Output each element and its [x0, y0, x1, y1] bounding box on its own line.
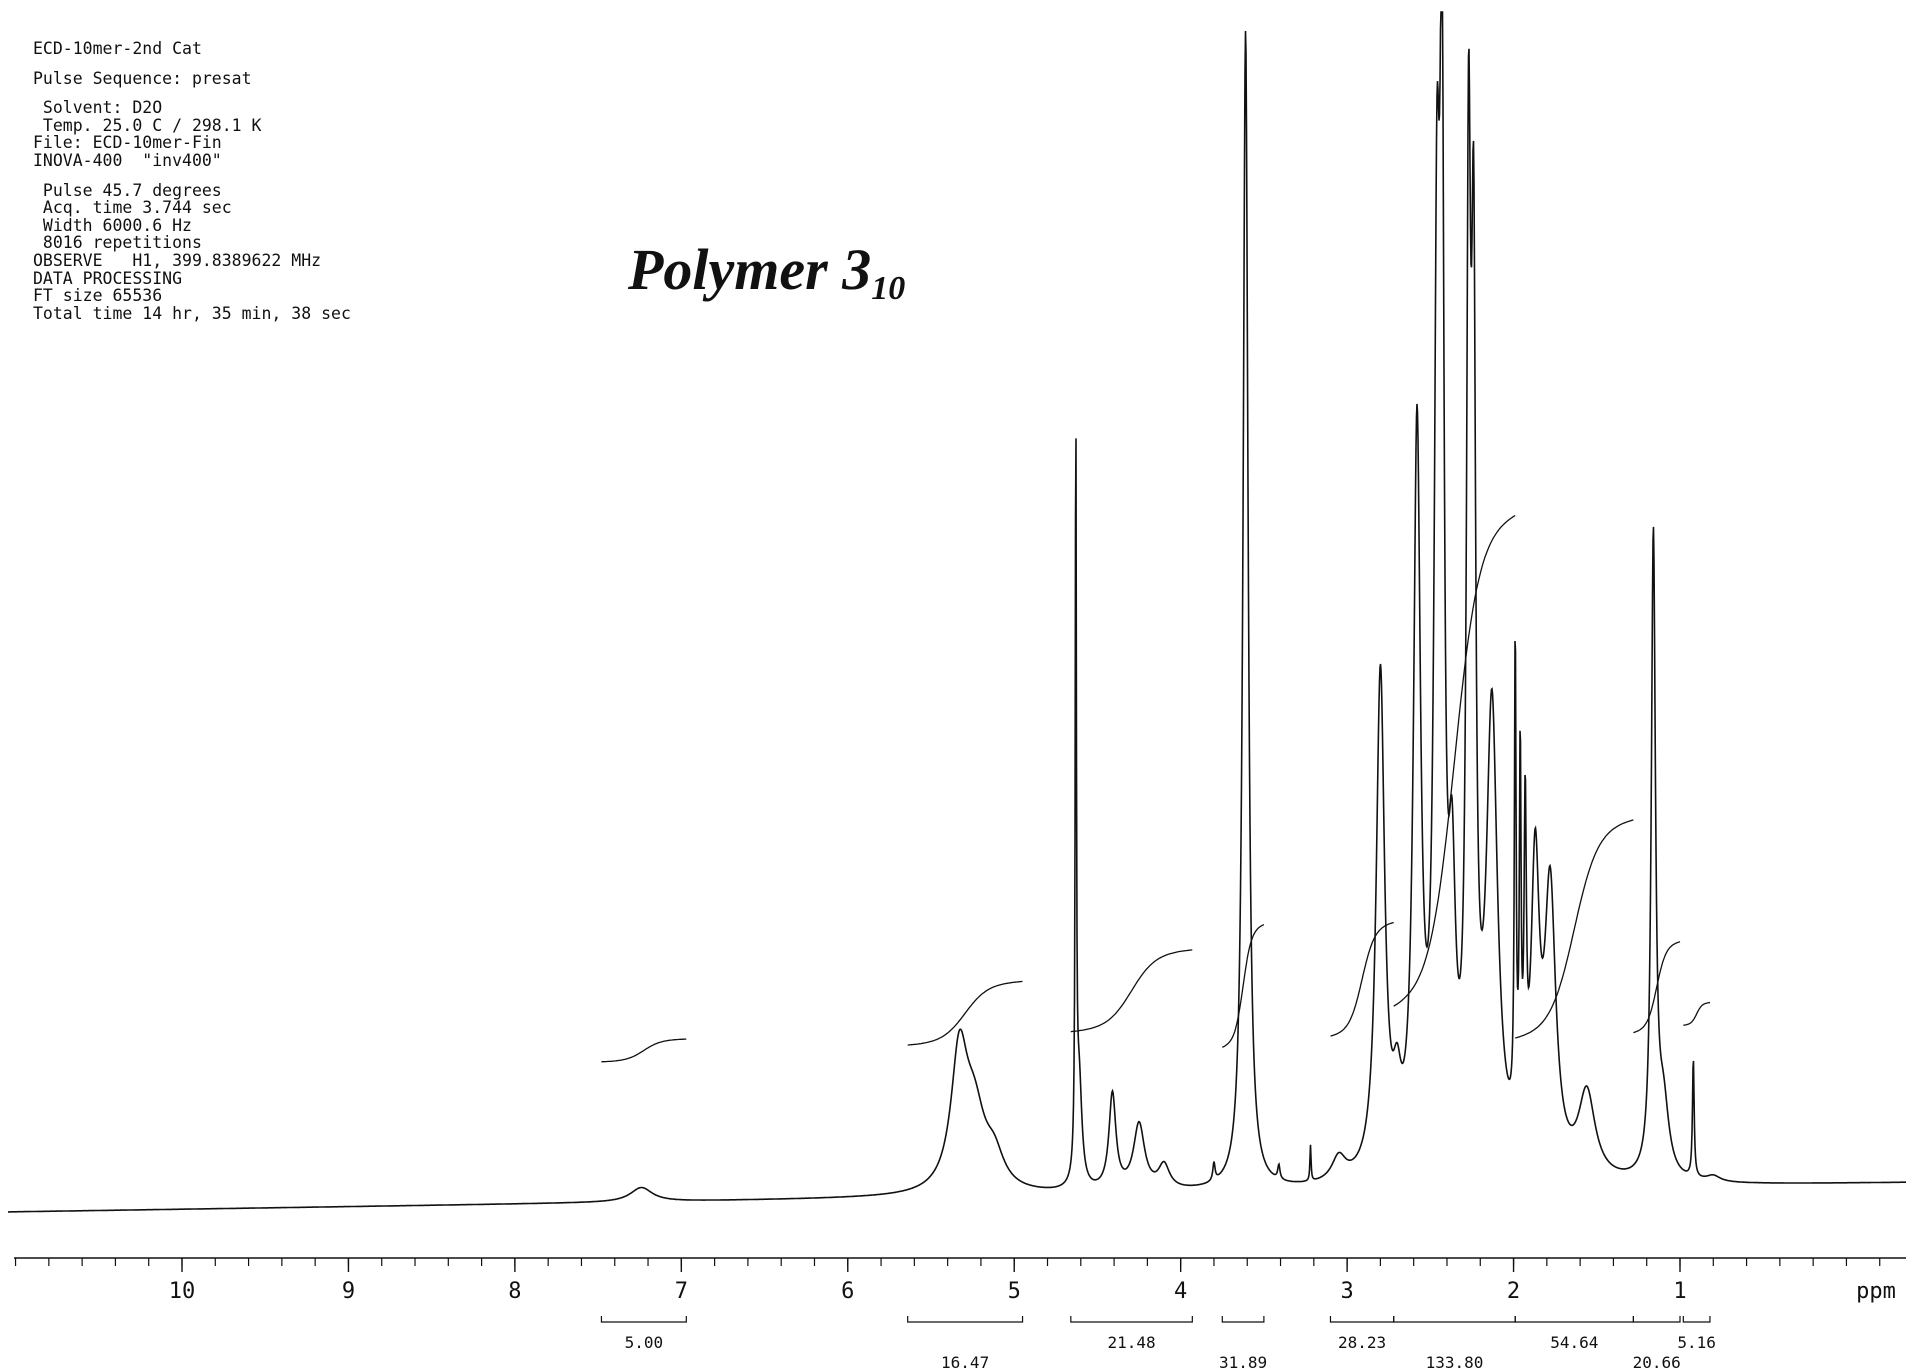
title-main: Polymer 3	[628, 237, 872, 302]
integral-value: 28.23	[1338, 1333, 1386, 1352]
integral-bracket	[600, 1316, 687, 1323]
x-tick-label: 4	[1174, 1279, 1187, 1304]
integral-curve	[1393, 514, 1516, 1007]
integral-value: 31.89	[1219, 1353, 1267, 1370]
acquisition-parameters: ECD-10mer-2nd Cat Pulse Sequence: presat …	[33, 40, 351, 322]
integral-value: 20.66	[1633, 1353, 1681, 1370]
x-tick-label: 8	[508, 1279, 521, 1304]
acquisition-time: Acq. time 3.744 sec	[33, 198, 232, 218]
file-name: File: ECD-10mer-Fin	[33, 133, 222, 153]
integral-bracket	[1393, 1316, 1516, 1323]
data-processing: DATA PROCESSING	[33, 268, 183, 288]
x-tick-label: 10	[169, 1279, 196, 1304]
observe-nucleus: OBSERVE H1, 399.8389622 MHz	[33, 250, 322, 270]
spectral-width: Width 6000.6 Hz	[33, 215, 192, 235]
integral-bracket	[1329, 1316, 1395, 1323]
integral-bracket	[1070, 1316, 1193, 1323]
integral-value: 21.48	[1107, 1333, 1155, 1352]
integral-curve	[1683, 1001, 1711, 1026]
integral-bracket	[1632, 1316, 1681, 1323]
total-time: Total time 14 hr, 35 min, 38 sec	[33, 303, 351, 323]
temperature: Temp. 25.0 C / 298.1 K	[33, 115, 262, 135]
integral-curve	[1515, 819, 1634, 1039]
x-tick-label: 3	[1340, 1279, 1353, 1304]
integral-value: 5.00	[625, 1333, 664, 1352]
integral-curve	[907, 980, 1023, 1046]
repetitions: 8016 repetitions	[33, 233, 202, 253]
integral-value: 16.47	[941, 1353, 989, 1370]
integral-curves-layer	[601, 514, 1711, 1063]
integral-value: 54.64	[1550, 1333, 1598, 1352]
spectrum-title: Polymer 310	[628, 236, 905, 307]
integral-curve	[1222, 924, 1265, 1048]
x-tick-label: 9	[342, 1279, 355, 1304]
x-axis-label: ppm	[1856, 1279, 1896, 1304]
integral-value: 5.16	[1677, 1333, 1716, 1352]
x-tick-label: 7	[675, 1279, 688, 1304]
integral-curve	[601, 1038, 687, 1063]
ppm-axis: 10 9 8 7 6 5 4 3 2 1 ppm	[14, 1257, 1906, 1304]
x-tick-label: 2	[1507, 1279, 1520, 1304]
integral-curve	[1633, 941, 1681, 1034]
instrument: INOVA-400 "inv400"	[33, 150, 222, 170]
integral-labels-layer: 5.00 16.47 21.48 31.89 28.23 133.80 54.64 20.66…	[600, 1316, 1716, 1370]
integral-curve	[1070, 949, 1193, 1033]
integral-value: 133.80	[1426, 1353, 1484, 1370]
title-subscript: 10	[871, 270, 906, 307]
integral-bracket	[1221, 1316, 1265, 1323]
spectrum-trace-layer	[8, 11, 1906, 1213]
spectrum-trace	[8, 11, 1906, 1213]
x-tick-label: 6	[841, 1279, 854, 1304]
solvent: Solvent: D2O	[33, 98, 163, 118]
integral-bracket	[907, 1316, 1024, 1323]
ft-size: FT size 65536	[33, 286, 163, 306]
pulse-sequence: Pulse Sequence: presat	[33, 68, 252, 88]
pulse-angle: Pulse 45.7 degrees	[33, 180, 222, 200]
sample-name: ECD-10mer-2nd Cat	[33, 39, 202, 58]
integral-bracket	[1682, 1316, 1711, 1323]
integral-bracket	[1514, 1316, 1634, 1323]
integral-curve	[1330, 921, 1394, 1037]
x-tick-label: 5	[1008, 1279, 1021, 1304]
x-tick-label: 1	[1673, 1279, 1686, 1304]
